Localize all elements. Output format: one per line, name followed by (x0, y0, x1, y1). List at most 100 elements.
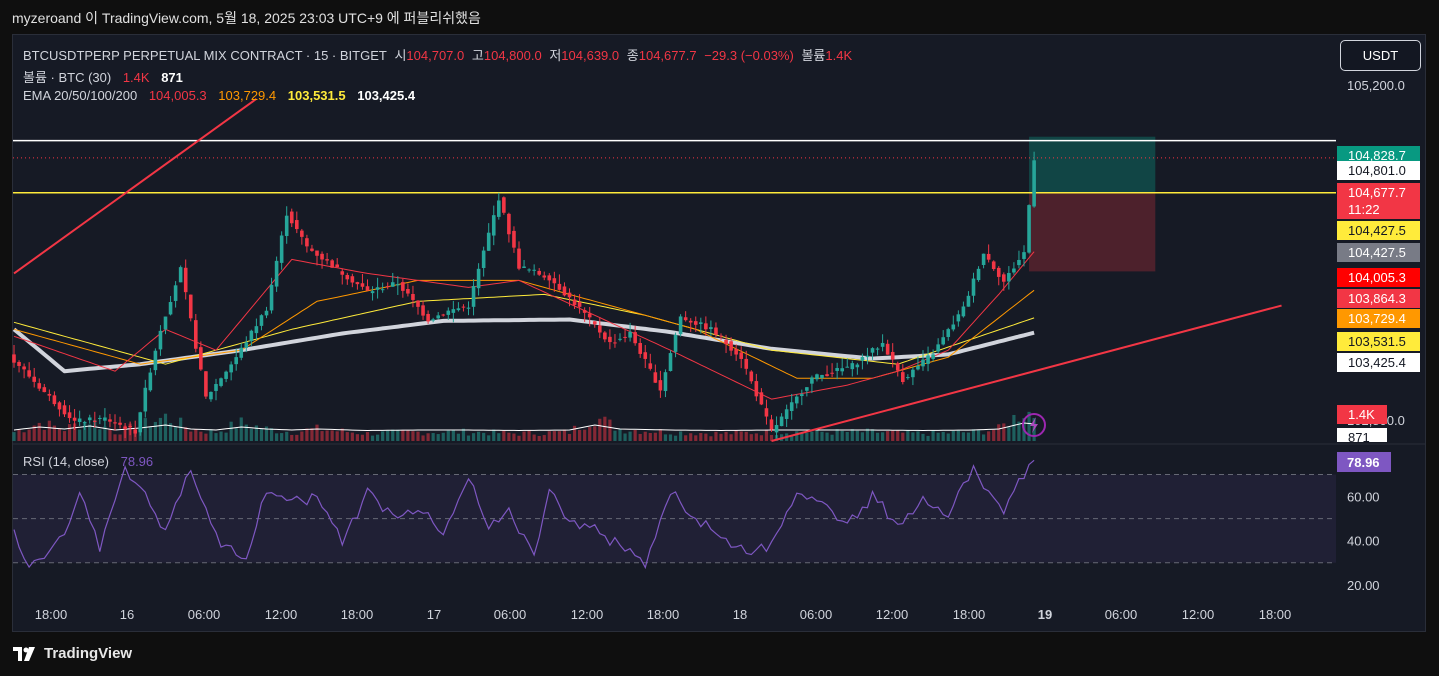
candle-body (466, 307, 471, 309)
volume-bar (310, 428, 314, 441)
position-target-zone[interactable] (1029, 136, 1156, 193)
candle-body (653, 372, 658, 383)
volume-bar (401, 429, 405, 441)
volume-bar (477, 431, 481, 441)
ema-title[interactable]: EMA 20/50/100/200 (23, 88, 138, 103)
volume-bar (820, 431, 824, 441)
price-tag-bg (1337, 353, 1420, 372)
volume-bar (658, 429, 662, 441)
time-axis-tick: 18 (733, 607, 747, 622)
candle-body (572, 299, 577, 305)
volume-bar (911, 432, 915, 441)
price-tag-bg (1337, 309, 1420, 328)
candle-body (820, 374, 824, 379)
candle-body (188, 294, 193, 319)
volume-bar (689, 433, 693, 441)
volume-bar (865, 428, 870, 441)
chart-panel[interactable] (12, 34, 1426, 632)
time-axis-tick: 06:00 (800, 607, 833, 622)
symbol-title[interactable]: BTCUSDTPERP PERPETUAL MIX CONTRACT · 15 … (23, 48, 387, 63)
candle-body (885, 343, 890, 355)
volume-bar (73, 423, 77, 441)
volume-bar (340, 428, 344, 441)
volume-bar (239, 417, 243, 441)
candle-body (759, 392, 764, 405)
volume-bar (209, 429, 213, 441)
volume-bar (295, 434, 299, 441)
volume-bar (896, 430, 900, 441)
volume-bar (936, 432, 940, 441)
volume-bar (623, 433, 627, 441)
volume-bar (421, 435, 425, 441)
volume-bar (982, 434, 986, 441)
candle-body (825, 374, 829, 377)
ema100-value: 103,531.5 (287, 88, 346, 103)
candle-body (729, 341, 733, 351)
volume-bar (840, 430, 844, 441)
volume-bar (335, 431, 339, 441)
candle-body (527, 269, 531, 271)
position-stop-zone[interactable] (1029, 192, 1156, 272)
volume-bar (997, 424, 1001, 441)
low-label: 저 (549, 48, 562, 63)
candle-body (385, 286, 390, 288)
volume-tag-label: 871 (1348, 430, 1370, 445)
candle-body (971, 278, 976, 296)
low-value: 104,639.0 (561, 48, 620, 63)
candle-body (613, 342, 617, 344)
candle-body (224, 371, 228, 379)
ema20-line (13, 251, 1035, 400)
candle-body (143, 387, 148, 412)
volume-bar (163, 413, 168, 441)
candle-body (406, 288, 410, 294)
trendline-1[interactable] (13, 98, 257, 275)
candle-body (244, 342, 249, 348)
volume-bar (633, 430, 637, 441)
trendline-2[interactable] (771, 304, 1282, 442)
volume-bar (264, 426, 269, 441)
ema20-value: 104,005.3 (148, 88, 207, 103)
volume-bar (673, 435, 678, 441)
price-tag-bg (1337, 289, 1420, 308)
rsi-title[interactable]: RSI (14, close) (23, 454, 109, 469)
candle-body (274, 260, 279, 287)
time-axis-tick: 06:00 (1105, 607, 1138, 622)
candle-body (582, 310, 587, 313)
volume-bar (764, 429, 769, 441)
volume-bar (562, 429, 567, 441)
tradingview-footer[interactable]: TradingView (13, 645, 132, 662)
volume-bar (648, 433, 652, 441)
volume-bar (588, 427, 592, 441)
candle-body (931, 354, 935, 359)
candle-body (840, 368, 844, 372)
candle-body (249, 330, 254, 342)
volume-bar (956, 430, 960, 441)
candle-body (1002, 274, 1006, 282)
alert-lightning-icon[interactable] (1022, 413, 1046, 437)
volume-bar (961, 432, 965, 441)
volume-bar (118, 434, 122, 441)
volume-bar (426, 433, 430, 441)
volume-bar (174, 426, 178, 441)
candle-body (310, 248, 314, 251)
time-axis-tick: 18:00 (953, 607, 986, 622)
vol-value: 1.4K (825, 48, 853, 63)
price-legend: BTCUSDTPERP PERPETUAL MIX CONTRACT · 15 … (23, 45, 856, 64)
candle-body (926, 355, 930, 364)
time-axis-tick: 12:00 (876, 607, 909, 622)
candle-body (648, 363, 653, 369)
volume-bar (800, 432, 804, 441)
candle-body (522, 266, 526, 268)
volume-bar (593, 426, 597, 441)
high-value: 104,800.0 (483, 48, 542, 63)
volume-bar (1007, 427, 1011, 441)
rsi-tag-bg (1337, 452, 1391, 472)
candle-body (17, 361, 21, 366)
currency-button[interactable]: USDT (1340, 40, 1421, 71)
volume-title[interactable]: 볼륨 · BTC (30) (23, 70, 112, 85)
volume-bar (1002, 423, 1006, 441)
candle-body (754, 381, 759, 397)
candle-body (209, 391, 213, 400)
volume-bar (22, 432, 26, 441)
